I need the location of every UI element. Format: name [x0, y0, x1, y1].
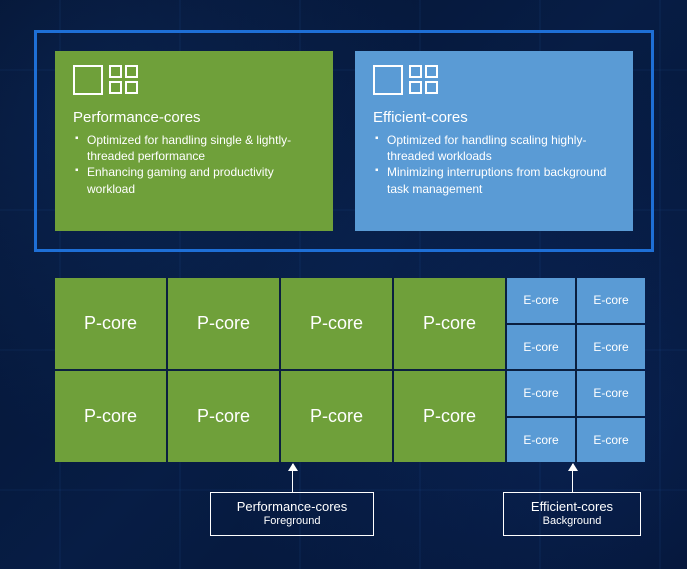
e-core-cell: E-core [577, 371, 645, 416]
perf-bullet: Enhancing gaming and productivity worklo… [75, 164, 315, 196]
p-core-cell: P-core [55, 371, 166, 462]
perf-bullet: Optimized for handling single & lightly-… [75, 132, 315, 164]
e-core-cell: E-core [507, 371, 575, 416]
e-core-cell: E-core [577, 325, 645, 370]
perf-icon [73, 65, 315, 95]
eff-label-line1: Efficient-cores [518, 499, 626, 515]
small-square-icon [425, 65, 438, 78]
small-square-icon [125, 81, 138, 94]
perf-bullets: Optimized for handling single & lightly-… [73, 132, 315, 197]
e-core-cell: E-core [577, 278, 645, 323]
eff-label-line2: Background [518, 515, 626, 528]
p-core-cell: P-core [281, 371, 392, 462]
small-square-icon [425, 81, 438, 94]
perf-label-line2: Foreground [225, 515, 359, 528]
p-core-cell: P-core [168, 278, 279, 369]
p-core-cell: P-core [394, 278, 505, 369]
small-square-icon [125, 65, 138, 78]
large-square-icon [73, 65, 103, 95]
eff-bullet: Minimizing interruptions from background… [375, 164, 615, 196]
p-core-cell: P-core [394, 371, 505, 462]
eff-icon [373, 65, 615, 95]
p-core-cell: P-core [281, 278, 392, 369]
eff-bullet: Optimized for handling scaling highly-th… [375, 132, 615, 164]
eff-annotation: Efficient-cores Background [503, 464, 641, 536]
eff-label-box: Efficient-cores Background [503, 492, 641, 536]
perf-label-line1: Performance-cores [225, 499, 359, 515]
eff-bullets: Optimized for handling scaling highly-th… [373, 132, 615, 197]
large-square-icon [373, 65, 403, 95]
performance-cores-card: Performance-cores Optimized for handling… [55, 51, 333, 231]
e-core-cell: E-core [577, 418, 645, 463]
four-squares-icon [409, 65, 438, 94]
e-core-cluster: E-coreE-coreE-coreE-core [507, 371, 645, 462]
eff-card-title: Efficient-cores [373, 109, 615, 126]
e-core-cell: E-core [507, 278, 575, 323]
small-square-icon [109, 65, 122, 78]
e-core-cell: E-core [507, 325, 575, 370]
e-core-cell: E-core [507, 418, 575, 463]
e-core-cluster: E-coreE-coreE-coreE-core [507, 278, 645, 369]
arrow-up-icon [292, 464, 293, 492]
core-layout-grid: P-coreP-coreP-coreP-coreE-coreE-coreE-co… [55, 278, 641, 462]
p-core-cell: P-core [55, 278, 166, 369]
perf-label-box: Performance-cores Foreground [210, 492, 374, 536]
small-square-icon [109, 81, 122, 94]
arrow-up-icon [572, 464, 573, 492]
p-core-cell: P-core [168, 371, 279, 462]
four-squares-icon [109, 65, 138, 94]
perf-card-title: Performance-cores [73, 109, 315, 126]
perf-annotation: Performance-cores Foreground [210, 464, 374, 536]
efficient-cores-card: Efficient-cores Optimized for handling s… [355, 51, 633, 231]
small-square-icon [409, 81, 422, 94]
small-square-icon [409, 65, 422, 78]
core-types-frame: Performance-cores Optimized for handling… [34, 30, 654, 252]
